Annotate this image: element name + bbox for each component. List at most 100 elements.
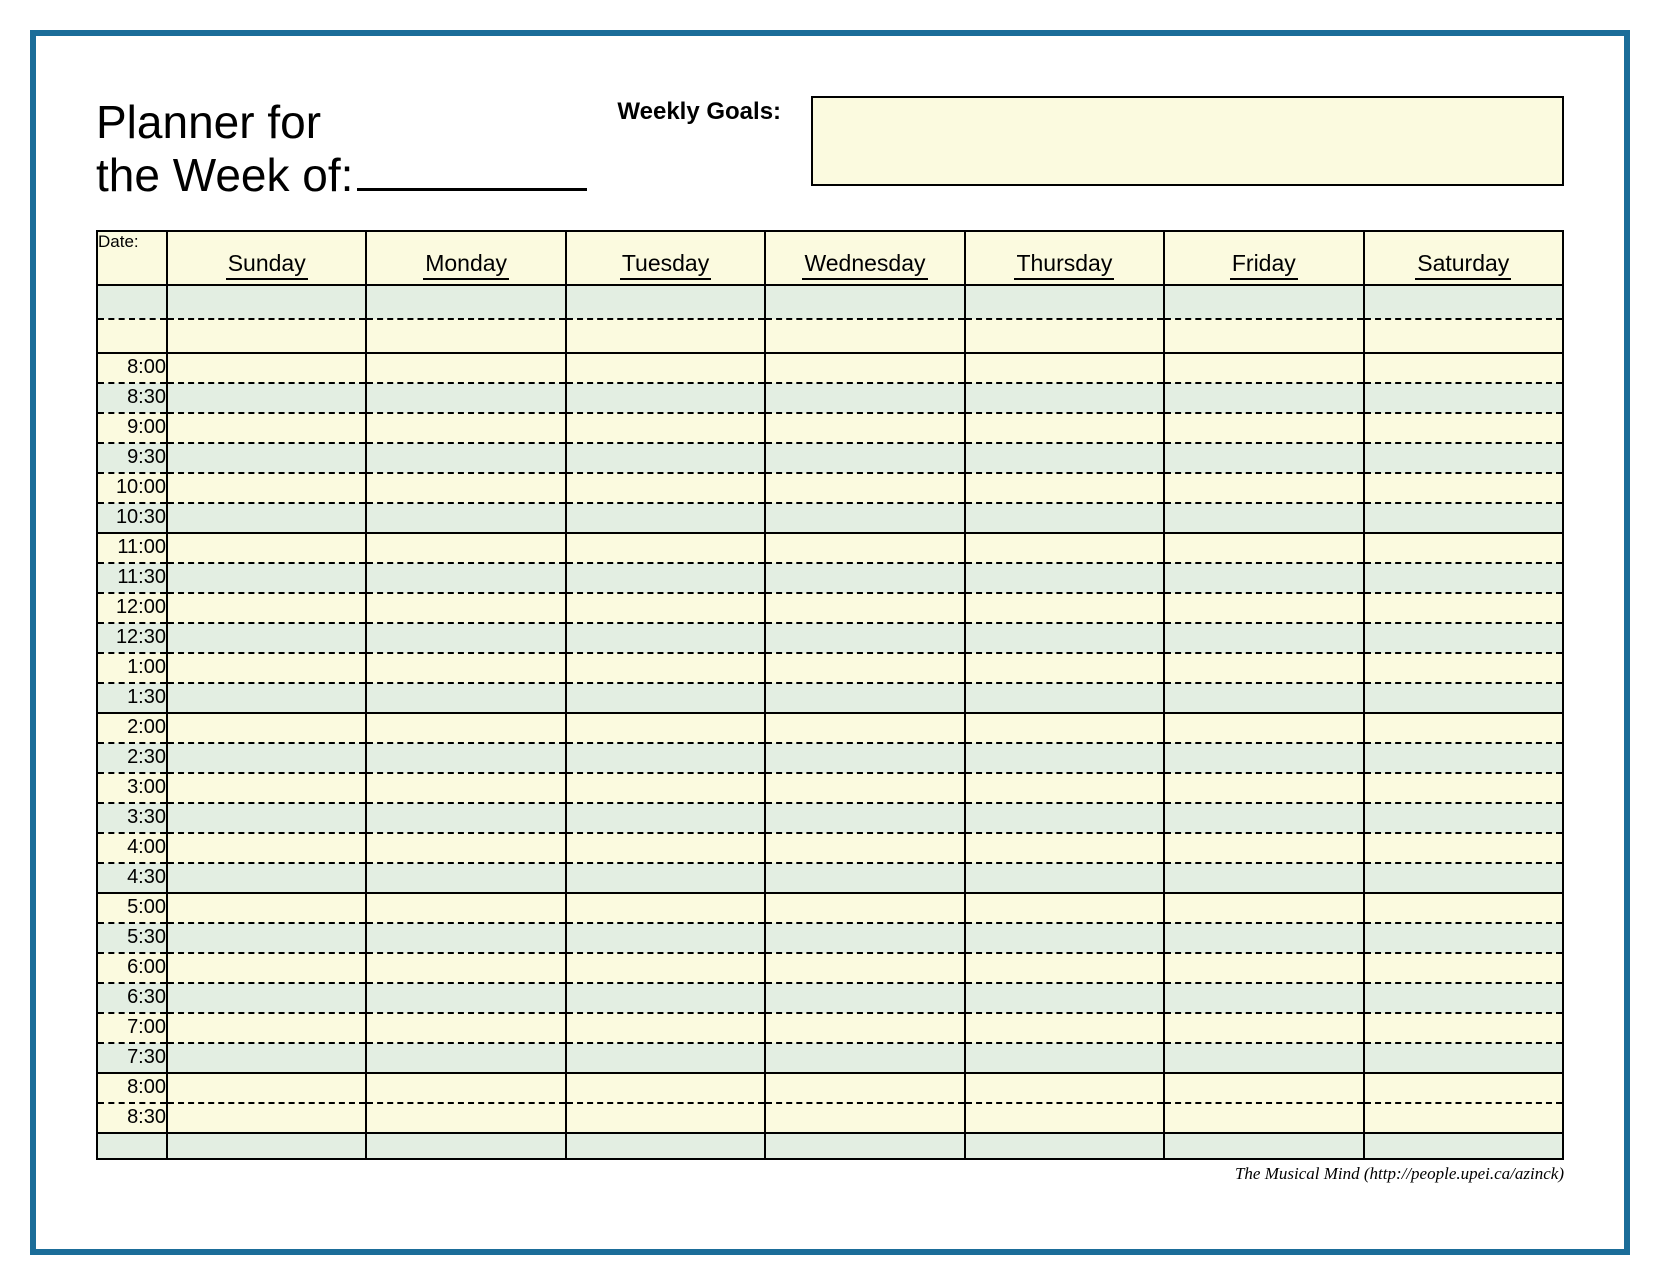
planner-cell[interactable] bbox=[1364, 383, 1563, 413]
planner-cell[interactable] bbox=[566, 353, 765, 383]
planner-cell[interactable] bbox=[566, 285, 765, 319]
planner-cell[interactable] bbox=[765, 863, 964, 893]
planner-cell[interactable] bbox=[566, 803, 765, 833]
planner-cell[interactable] bbox=[366, 683, 565, 713]
planner-cell[interactable] bbox=[1364, 953, 1563, 983]
planner-cell[interactable] bbox=[965, 383, 1164, 413]
planner-cell[interactable] bbox=[566, 1043, 765, 1073]
planner-cell[interactable] bbox=[366, 953, 565, 983]
planner-cell[interactable] bbox=[965, 983, 1164, 1013]
planner-cell[interactable] bbox=[167, 473, 366, 503]
planner-cell[interactable] bbox=[1164, 285, 1363, 319]
planner-cell[interactable] bbox=[1164, 833, 1363, 863]
planner-cell[interactable] bbox=[566, 473, 765, 503]
planner-cell[interactable] bbox=[1164, 1013, 1363, 1043]
planner-cell[interactable] bbox=[1364, 923, 1563, 953]
planner-cell[interactable] bbox=[965, 319, 1164, 353]
planner-cell[interactable] bbox=[1164, 953, 1363, 983]
planner-cell[interactable] bbox=[566, 319, 765, 353]
planner-cell[interactable] bbox=[167, 713, 366, 743]
planner-cell[interactable] bbox=[566, 593, 765, 623]
planner-cell[interactable] bbox=[765, 473, 964, 503]
planner-cell[interactable] bbox=[965, 893, 1164, 923]
planner-cell[interactable] bbox=[167, 623, 366, 653]
planner-cell[interactable] bbox=[366, 773, 565, 803]
planner-cell[interactable] bbox=[366, 533, 565, 563]
planner-cell[interactable] bbox=[167, 953, 366, 983]
planner-cell[interactable] bbox=[366, 1103, 565, 1133]
planner-cell[interactable] bbox=[167, 285, 366, 319]
planner-cell[interactable] bbox=[1364, 623, 1563, 653]
planner-cell[interactable] bbox=[167, 319, 366, 353]
planner-cell[interactable] bbox=[765, 713, 964, 743]
planner-cell[interactable] bbox=[1164, 863, 1363, 893]
planner-cell[interactable] bbox=[765, 923, 964, 953]
planner-cell[interactable] bbox=[965, 1103, 1164, 1133]
planner-cell[interactable] bbox=[1364, 413, 1563, 443]
planner-cell[interactable] bbox=[765, 983, 964, 1013]
planner-cell[interactable] bbox=[366, 593, 565, 623]
planner-cell[interactable] bbox=[167, 1103, 366, 1133]
planner-cell[interactable] bbox=[566, 533, 765, 563]
planner-cell[interactable] bbox=[167, 743, 366, 773]
planner-cell[interactable] bbox=[1164, 413, 1363, 443]
planner-cell[interactable] bbox=[1364, 563, 1563, 593]
planner-cell[interactable] bbox=[566, 893, 765, 923]
planner-cell[interactable] bbox=[366, 923, 565, 953]
planner-cell[interactable] bbox=[1364, 1043, 1563, 1073]
planner-cell[interactable] bbox=[765, 803, 964, 833]
planner-cell[interactable] bbox=[366, 1073, 565, 1103]
planner-cell[interactable] bbox=[366, 743, 565, 773]
planner-cell[interactable] bbox=[167, 683, 366, 713]
planner-cell[interactable] bbox=[1164, 653, 1363, 683]
planner-cell[interactable] bbox=[965, 923, 1164, 953]
planner-cell[interactable] bbox=[1164, 593, 1363, 623]
planner-cell[interactable] bbox=[167, 923, 366, 953]
planner-cell[interactable] bbox=[366, 319, 565, 353]
planner-cell[interactable] bbox=[965, 285, 1164, 319]
planner-cell[interactable] bbox=[366, 353, 565, 383]
weekly-goals-box[interactable] bbox=[811, 96, 1564, 186]
planner-cell[interactable] bbox=[965, 413, 1164, 443]
planner-cell[interactable] bbox=[167, 833, 366, 863]
planner-cell[interactable] bbox=[566, 623, 765, 653]
planner-cell[interactable] bbox=[167, 1043, 366, 1073]
planner-cell[interactable] bbox=[566, 683, 765, 713]
planner-cell[interactable] bbox=[1164, 773, 1363, 803]
planner-cell[interactable] bbox=[765, 1043, 964, 1073]
planner-cell[interactable] bbox=[965, 593, 1164, 623]
planner-cell[interactable] bbox=[765, 533, 964, 563]
planner-cell[interactable] bbox=[765, 623, 964, 653]
planner-cell[interactable] bbox=[566, 953, 765, 983]
planner-cell[interactable] bbox=[765, 285, 964, 319]
planner-cell[interactable] bbox=[366, 833, 565, 863]
planner-cell[interactable] bbox=[366, 383, 565, 413]
planner-cell[interactable] bbox=[1364, 1073, 1563, 1103]
planner-cell[interactable] bbox=[965, 623, 1164, 653]
planner-cell[interactable] bbox=[1364, 713, 1563, 743]
planner-cell[interactable] bbox=[167, 863, 366, 893]
planner-cell[interactable] bbox=[965, 443, 1164, 473]
planner-cell[interactable] bbox=[167, 413, 366, 443]
planner-cell[interactable] bbox=[1164, 533, 1363, 563]
planner-cell[interactable] bbox=[366, 1013, 565, 1043]
planner-cell[interactable] bbox=[965, 533, 1164, 563]
planner-cell[interactable] bbox=[965, 683, 1164, 713]
planner-cell[interactable] bbox=[366, 653, 565, 683]
planner-cell[interactable] bbox=[765, 319, 964, 353]
planner-cell[interactable] bbox=[167, 893, 366, 923]
planner-cell[interactable] bbox=[965, 473, 1164, 503]
planner-cell[interactable] bbox=[1164, 383, 1363, 413]
planner-cell[interactable] bbox=[167, 1073, 366, 1103]
planner-cell[interactable] bbox=[1164, 503, 1363, 533]
planner-cell[interactable] bbox=[1364, 593, 1563, 623]
planner-cell[interactable] bbox=[366, 285, 565, 319]
planner-cell[interactable] bbox=[1164, 623, 1363, 653]
planner-cell[interactable] bbox=[167, 503, 366, 533]
planner-cell[interactable] bbox=[1364, 773, 1563, 803]
planner-cell[interactable] bbox=[965, 803, 1164, 833]
planner-cell[interactable] bbox=[566, 443, 765, 473]
planner-cell[interactable] bbox=[566, 1073, 765, 1103]
planner-cell[interactable] bbox=[1164, 443, 1363, 473]
planner-cell[interactable] bbox=[167, 653, 366, 683]
